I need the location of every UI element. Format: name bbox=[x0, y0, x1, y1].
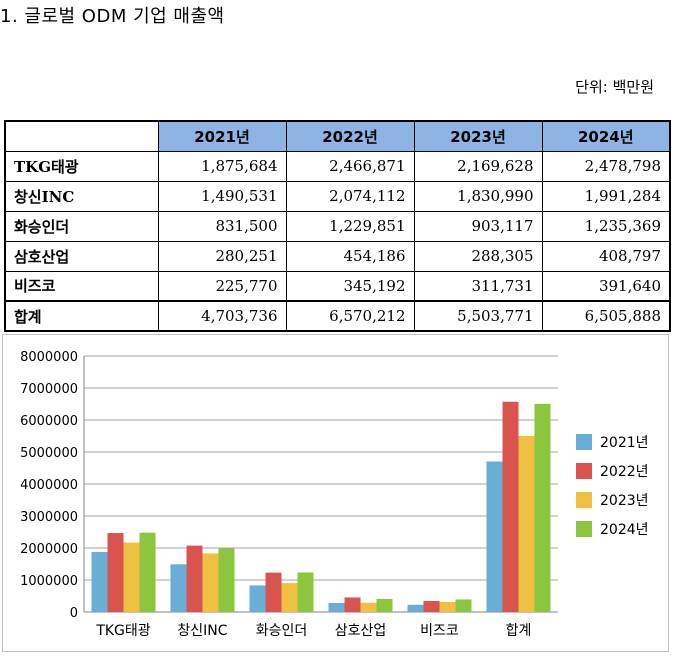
row-label: 합계 bbox=[4, 300, 159, 332]
table-cell: 1,991,284 bbox=[541, 180, 671, 212]
table-cell: 2,074,112 bbox=[285, 180, 415, 212]
x-tick-label: TKG태광 bbox=[95, 623, 150, 639]
y-tick-label: 0 bbox=[70, 606, 78, 621]
table-cell: 408,797 bbox=[541, 240, 671, 272]
x-tick-label: 비즈코 bbox=[420, 623, 459, 639]
column-header: 2022년 bbox=[285, 120, 415, 152]
bar-chart: 0 1000000 2000000 3000000 4000000 5000000 6000… bbox=[20, 350, 649, 639]
bar-4 bbox=[218, 548, 235, 612]
table-cell: 831,500 bbox=[157, 210, 287, 242]
legend-swatch bbox=[576, 492, 592, 508]
bar-1 bbox=[407, 604, 424, 612]
unit-label: 단위: 백만원 bbox=[575, 78, 654, 96]
bar-2 bbox=[423, 600, 440, 612]
legend-swatch bbox=[576, 463, 592, 479]
bar-3 bbox=[439, 602, 456, 612]
table-cell: 1,830,990 bbox=[413, 180, 543, 212]
legend-swatch bbox=[576, 434, 592, 450]
bar-2 bbox=[344, 597, 361, 612]
table-cell: 903,117 bbox=[413, 210, 543, 242]
x-tick-label: 합계 bbox=[506, 623, 532, 639]
table-cell: 1,235,369 bbox=[541, 210, 671, 242]
table-cell: 454,186 bbox=[285, 240, 415, 272]
table-cell: 2,169,628 bbox=[413, 150, 543, 182]
legend-label: 2022년 bbox=[600, 464, 649, 480]
bar-4 bbox=[455, 599, 472, 612]
table-cell: 1,229,851 bbox=[285, 210, 415, 242]
column-header: 2023년 bbox=[413, 120, 543, 152]
table-cell: 2,478,798 bbox=[541, 150, 671, 182]
bar-3 bbox=[202, 553, 219, 612]
bar-2 bbox=[502, 401, 519, 612]
table-row: 창신INC 1,490,531 2,074,112 1,830,990 1,99… bbox=[4, 180, 671, 212]
y-tick-label: 8000000 bbox=[20, 350, 78, 365]
legend-label: 2023년 bbox=[600, 493, 649, 509]
x-tick-label: 화승인더 bbox=[256, 623, 308, 639]
table-cell: 2,466,871 bbox=[285, 150, 415, 182]
y-tick-label: 4000000 bbox=[20, 478, 78, 493]
bar-3 bbox=[123, 542, 140, 612]
chart-container: 0 1000000 2000000 3000000 4000000 5000000 6000… bbox=[2, 334, 669, 652]
table-cell: 311,731 bbox=[413, 270, 543, 302]
table-cell: 1,875,684 bbox=[157, 150, 287, 182]
y-tick-label: 5000000 bbox=[20, 446, 78, 461]
column-header: 2024년 bbox=[541, 120, 671, 152]
row-label: 화승인더 bbox=[4, 210, 159, 242]
legend-label: 2024년 bbox=[600, 522, 649, 538]
legend-swatch bbox=[576, 521, 592, 537]
table-row: 삼호산업 280,251 454,186 288,305 408,797 bbox=[4, 240, 671, 272]
row-label: 창신INC bbox=[4, 180, 159, 212]
table-row: TKG태광 1,875,684 2,466,871 2,169,628 2,47… bbox=[4, 150, 671, 182]
table-cell: 345,192 bbox=[285, 270, 415, 302]
row-label: 비즈코 bbox=[4, 270, 159, 302]
table-total-row: 합계 4,703,736 6,570,212 5,503,771 6,505,8… bbox=[4, 300, 671, 332]
bar-2 bbox=[265, 572, 282, 612]
revenue-table: 2021년 2022년 2023년 2024년 TKG태광 1,875,684 … bbox=[4, 120, 671, 332]
bar-4 bbox=[376, 598, 393, 612]
table-row: 비즈코 225,770 345,192 311,731 391,640 bbox=[4, 270, 671, 302]
table-cell: 6,570,212 bbox=[285, 300, 415, 332]
table-cell: 288,305 bbox=[413, 240, 543, 272]
table-row: 화승인더 831,500 1,229,851 903,117 1,235,369 bbox=[4, 210, 671, 242]
table-header-row: 2021년 2022년 2023년 2024년 bbox=[4, 120, 671, 152]
table-cell: 280,251 bbox=[157, 240, 287, 272]
table-cell: 6,505,888 bbox=[541, 300, 671, 332]
table-cell: 1,490,531 bbox=[157, 180, 287, 212]
column-header: 2021년 bbox=[157, 120, 287, 152]
y-tick-label: 1000000 bbox=[20, 574, 78, 589]
bar-4 bbox=[297, 572, 314, 612]
y-tick-label: 7000000 bbox=[20, 382, 78, 397]
table-cell: 391,640 bbox=[541, 270, 671, 302]
x-tick-label: 삼호산업 bbox=[335, 623, 387, 639]
bar-1 bbox=[91, 551, 108, 612]
x-tick-label: 창신INC bbox=[177, 623, 227, 639]
table-cell: 225,770 bbox=[157, 270, 287, 302]
y-tick-label: 3000000 bbox=[20, 510, 78, 525]
legend-label: 2021년 bbox=[600, 435, 649, 451]
bar-4 bbox=[139, 532, 156, 612]
y-tick-label: 6000000 bbox=[20, 414, 78, 429]
table-cell: 5,503,771 bbox=[413, 300, 543, 332]
bar-2 bbox=[186, 545, 203, 612]
bar-3 bbox=[518, 435, 535, 612]
table-corner-cell bbox=[4, 120, 159, 152]
bar-3 bbox=[360, 602, 377, 612]
bar-1 bbox=[170, 564, 187, 612]
table-cell: 4,703,736 bbox=[157, 300, 287, 332]
row-label: 삼호산업 bbox=[4, 240, 159, 272]
y-tick-label: 2000000 bbox=[20, 542, 78, 557]
bar-3 bbox=[281, 583, 298, 612]
document-title: 1. 글로벌 ODM 기업 매출액 bbox=[0, 6, 225, 27]
row-label: TKG태광 bbox=[4, 150, 159, 182]
bar-1 bbox=[328, 603, 345, 612]
bar-4 bbox=[534, 403, 551, 612]
bar-1 bbox=[486, 461, 503, 612]
bar-2 bbox=[107, 533, 124, 612]
bar-1 bbox=[249, 585, 266, 612]
